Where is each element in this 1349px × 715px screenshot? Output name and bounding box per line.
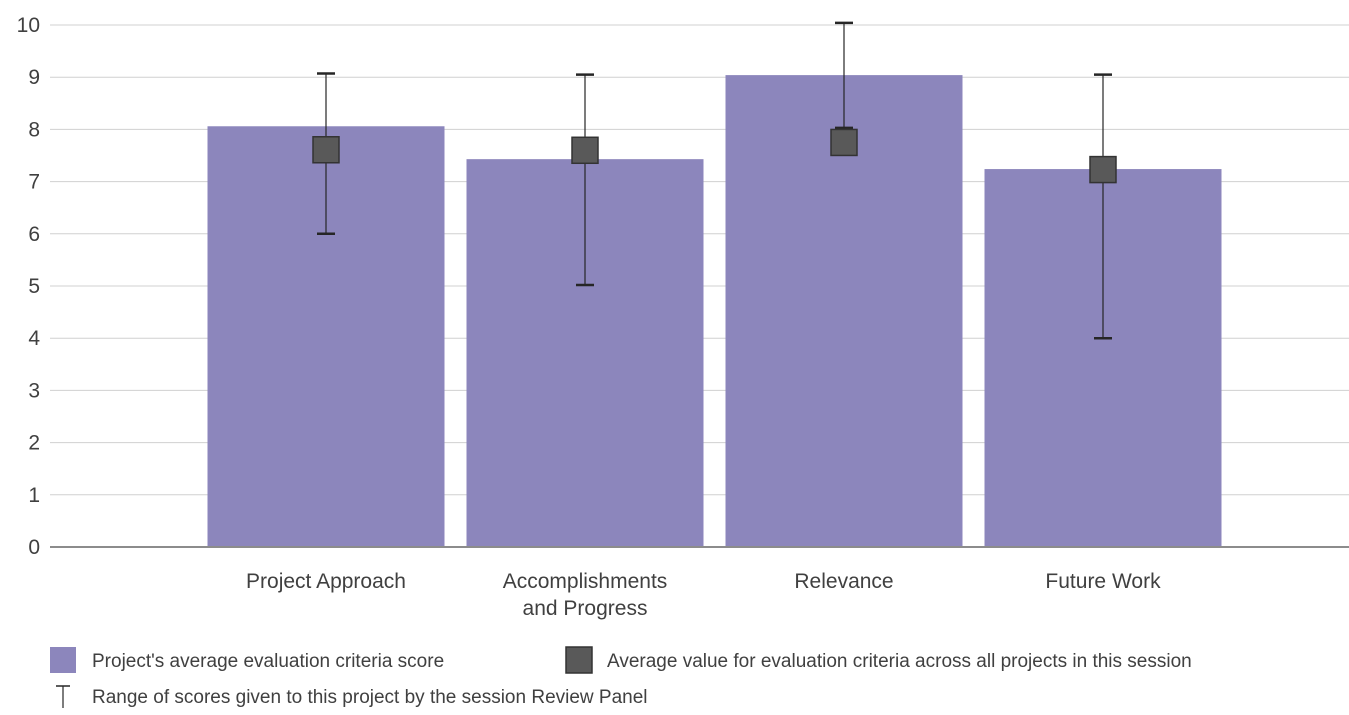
- y-tick-label: 2: [28, 432, 40, 455]
- average-marker: [312, 136, 340, 164]
- y-tick-label: 8: [28, 118, 40, 141]
- y-tick-label: 6: [28, 223, 40, 246]
- average-marker: [571, 136, 599, 165]
- y-tick-label: 10: [17, 14, 40, 37]
- y-tick-label: 5: [28, 275, 40, 298]
- legend-label-bar: Project's average evaluation criteria sc…: [92, 651, 444, 672]
- x-tick-label: Project Approach: [246, 570, 406, 593]
- legend-label-errorbar: Range of scores given to this project by…: [92, 687, 648, 708]
- legend-swatch-bar: [50, 647, 76, 673]
- legend-label-marker: Average value for evaluation criteria ac…: [607, 651, 1192, 672]
- legend-swatch-marker: [565, 646, 593, 674]
- average-marker: [1089, 155, 1117, 184]
- y-tick-label: 0: [28, 536, 40, 559]
- y-tick-label: 4: [28, 327, 40, 350]
- y-tick-label: 9: [28, 66, 40, 89]
- y-tick-label: 1: [28, 484, 40, 507]
- x-tick-label: and Progress: [523, 597, 648, 620]
- average-marker: [830, 128, 858, 157]
- x-tick-label: Accomplishments: [503, 570, 668, 593]
- x-tick-label: Relevance: [794, 570, 893, 593]
- y-tick-label: 7: [28, 171, 40, 194]
- x-tick-label: Future Work: [1045, 570, 1161, 593]
- y-tick-label: 3: [28, 379, 40, 402]
